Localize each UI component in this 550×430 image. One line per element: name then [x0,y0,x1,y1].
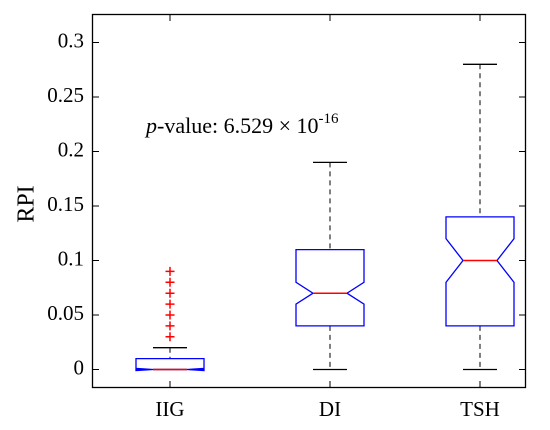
outlier-marker [165,310,175,320]
plot-area: 0 0.05 0.1 0.15 0.2 0.25 0.3 IIG DI TSH [47,15,525,421]
x-category-label: IIG [155,397,184,421]
notched-box [135,357,205,372]
y-tick-label: 0.25 [47,83,84,107]
y-tick-label: 0.15 [47,192,84,216]
x-category-label: DI [319,397,341,421]
x-category-label: TSH [460,397,500,421]
outlier-marker [165,332,175,342]
y-tick-label: 0.1 [58,246,84,270]
outlier-marker [165,277,175,287]
p-value-text: -value: 6.529 × 10 [157,113,319,138]
y-tick-label: 0.3 [58,28,84,52]
outlier-marker [165,266,175,276]
y-tick-label: 0.05 [47,301,84,325]
notched-box [295,248,365,327]
outlier-marker [165,288,175,298]
outlier-marker [165,299,175,309]
p-value-exponent: -16 [319,111,339,127]
p-value-letter: p [144,113,157,138]
y-tick-label: 0 [74,355,85,379]
p-value-annotation: p-value: 6.529 × 10-16 [144,111,339,138]
outlier-marker [165,321,175,331]
notched-box [445,216,515,327]
y-tick-label: 0.2 [58,137,84,161]
axes-frame [91,13,527,389]
y-axis-label: RPI [14,185,40,222]
